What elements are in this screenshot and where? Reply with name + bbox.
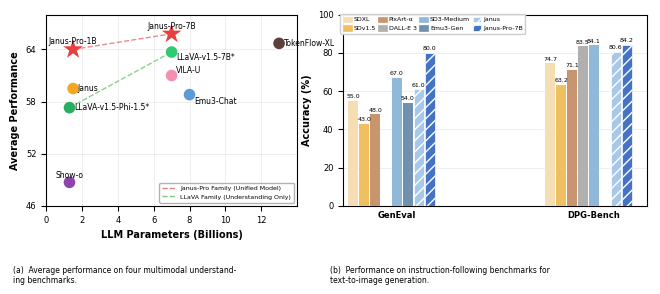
Bar	[359, 123, 369, 206]
Bar	[545, 63, 555, 206]
Text: Janus: Janus	[78, 83, 98, 93]
Text: Janus-Pro-7B: Janus-Pro-7B	[147, 22, 196, 31]
Text: 55.0: 55.0	[346, 94, 360, 99]
Text: Emu3-Chat: Emu3-Chat	[194, 97, 237, 106]
Point	[64, 180, 75, 185]
Legend: Janus-Pro Family (Unified Model), LLaVA Family (Understanding Only): Janus-Pro Family (Unified Model), LLaVA …	[159, 183, 294, 203]
Text: 54.0: 54.0	[401, 96, 414, 101]
Bar	[567, 70, 577, 206]
Point	[166, 73, 177, 78]
Text: TokenFlow-XL: TokenFlow-XL	[284, 39, 335, 48]
Text: 80.6: 80.6	[609, 45, 622, 50]
Text: Show-o: Show-o	[55, 171, 83, 180]
Point	[68, 47, 79, 52]
Text: 61.0: 61.0	[412, 83, 426, 88]
Text: LLaVA-v1.5-Phi-1.5*: LLaVA-v1.5-Phi-1.5*	[74, 103, 149, 112]
Bar	[610, 52, 621, 206]
Point	[64, 105, 75, 110]
Bar	[348, 101, 358, 206]
Bar	[589, 45, 599, 206]
Text: VILA-U: VILA-U	[176, 66, 201, 75]
Legend: SDXL, SDv1.5, PixArt-α, DALL-E 3, SD3-Medium, Emu3-Gen, Janus, Janus-Pro-7B: SDXL, SDv1.5, PixArt-α, DALL-E 3, SD3-Me…	[341, 14, 525, 34]
Y-axis label: Accuracy (%): Accuracy (%)	[302, 74, 312, 146]
Text: 74.7: 74.7	[543, 56, 557, 61]
Text: 67.0: 67.0	[390, 71, 404, 76]
Bar	[414, 89, 424, 206]
Y-axis label: Average Performance: Average Performance	[11, 51, 20, 170]
Bar	[425, 53, 435, 206]
Bar	[392, 78, 402, 206]
Bar	[578, 46, 588, 206]
Point	[166, 50, 177, 54]
Text: (b)  Performance on instruction-following benchmarks for
text-to-image generatio: (b) Performance on instruction-following…	[330, 266, 550, 285]
Bar	[370, 114, 380, 206]
Point	[184, 92, 195, 97]
Text: 63.2: 63.2	[554, 78, 568, 83]
Point	[274, 41, 284, 46]
Text: 71.1: 71.1	[565, 64, 579, 69]
Point	[68, 86, 79, 91]
Text: 80.0: 80.0	[423, 46, 437, 51]
Text: 84.2: 84.2	[620, 38, 634, 43]
Text: 43.0: 43.0	[357, 117, 371, 122]
Text: 84.1: 84.1	[587, 39, 601, 44]
Bar	[556, 85, 566, 206]
Text: 48.0: 48.0	[368, 108, 382, 113]
Text: LLaVA-v1.5-7B*: LLaVA-v1.5-7B*	[176, 53, 235, 62]
Bar	[403, 103, 413, 206]
Bar	[622, 45, 632, 206]
Point	[166, 31, 177, 36]
Text: 83.5: 83.5	[576, 40, 590, 45]
Text: Janus-Pro-1B: Janus-Pro-1B	[49, 37, 97, 46]
Text: (a)  Average performance on four multimodal understand-
ing benchmarks.: (a) Average performance on four multimod…	[13, 266, 236, 285]
X-axis label: LLM Parameters (Billions): LLM Parameters (Billions)	[101, 230, 242, 240]
